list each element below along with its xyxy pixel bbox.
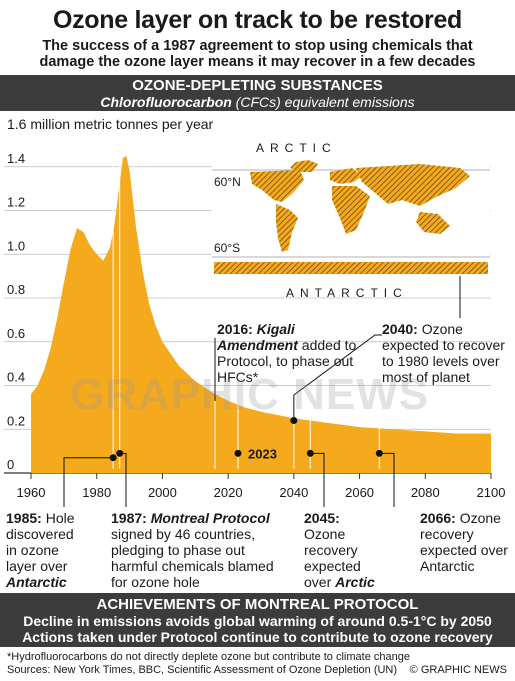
y-tick-label: 0.6: [7, 326, 25, 341]
lat-60n-label: 60°N: [214, 175, 241, 189]
x-tick-label: 1980: [82, 485, 111, 500]
page-subtitle: The success of a 1987 agreement to stop …: [39, 38, 476, 70]
y-axis-label: 1.6 million metric tonnes per year: [7, 116, 214, 132]
event-dot: [116, 449, 124, 457]
y-tick-label: 0.2: [7, 413, 25, 428]
annotation-leaders: [63, 155, 461, 507]
year-label-2023: 2023: [248, 446, 277, 461]
achievement-line-2: Actions taken under Protocol continue to…: [22, 629, 493, 645]
section-header-substances: OZONE-DEPLETING SUBSTANCES Chlorofluoroc…: [0, 75, 515, 111]
event-dot: [109, 454, 117, 462]
annotation-2066: 2066: Ozone recovery expected over Antar…: [420, 510, 512, 574]
continents: [214, 160, 488, 274]
leader-2045: [310, 452, 325, 507]
ann-1987-year: 1987:: [111, 510, 147, 526]
ann-2066-year: 2066:: [420, 510, 456, 526]
event-dot: [306, 449, 314, 457]
event-dot: [375, 449, 383, 457]
event-dot: [290, 417, 298, 424]
leader-2066: [379, 452, 395, 507]
section-header-achievements: ACHIEVEMENTS OF MONTREAL PROTOCOL Declin…: [0, 593, 515, 647]
ann-2040-rest: Ozone expected to recover to 1980 levels…: [382, 321, 505, 385]
ann-2016-rest: added to Protocol, to phase out HFCs*: [217, 337, 357, 385]
annotation-2045: 2045: Ozone recovery expected over Arcti…: [304, 510, 382, 590]
cfc-term: Chlorofluorocarbon: [100, 94, 232, 110]
watermark: GRAPHIC NEWS: [70, 370, 430, 419]
annotation-1987: 1987: Montreal Protocol signed by 46 cou…: [111, 510, 291, 590]
ann-2016-bold: Kigali Amendment: [217, 321, 298, 353]
y-tick-label: 1.4: [7, 151, 25, 166]
achievement-line-1: Decline in emissions avoids global warmi…: [23, 613, 492, 629]
x-tick-label: 2020: [214, 485, 243, 500]
leader-1985: [63, 457, 114, 507]
annotation-2040: 2040: Ozone expected to recover to 1980 …: [382, 321, 508, 385]
world-map: [212, 156, 490, 276]
event-dot: [234, 449, 242, 457]
ann-1985-year: 1985:: [6, 510, 42, 526]
section-subheading: Chlorofluorocarbon (CFCs) equivalent emi…: [0, 94, 515, 110]
cfc-rest: (CFCs) equivalent emissions: [231, 94, 415, 110]
ann-2045-rest: Ozone recovery expected over: [304, 526, 361, 590]
credit: © GRAPHIC NEWS: [409, 664, 507, 676]
y-tick-label: 1.2: [7, 195, 25, 210]
x-tick-label: 2100: [477, 485, 506, 500]
y-tick-labels: 0 0.2 0.4 0.6 0.8 1.0 1.2 1.4: [7, 151, 25, 472]
ann-2040-year: 2040:: [382, 321, 418, 337]
emissions-area: [31, 155, 491, 474]
ann-2016-year: 2016:: [217, 321, 253, 337]
x-tick-label: 1960: [17, 485, 46, 500]
x-tick-label: 2000: [148, 485, 177, 500]
lat-60s-label: 60°S: [214, 241, 241, 255]
leader-2040: [293, 334, 382, 421]
ann-1985-bold: Antarctic: [6, 574, 67, 590]
ann-2066-rest: Ozone recovery expected over Antarctic: [420, 510, 508, 574]
x-tick-label: 2080: [411, 485, 440, 500]
sources: Sources: New York Times, BBC, Scientific…: [7, 664, 398, 676]
section-heading: OZONE-DEPLETING SUBSTANCES: [132, 77, 383, 94]
x-tick-labels: 1960 1980 2000 2020 2040 2060 2080 2100: [17, 485, 506, 500]
ann-1987-rest: signed by 46 countries, pledging to phas…: [111, 526, 274, 590]
annotation-2016: 2016: Kigali Amendment added to Protocol…: [217, 321, 373, 385]
arctic-label: ARCTIC: [256, 141, 337, 155]
antarctic-label: ANTARCTIC: [286, 286, 408, 300]
y-tick-label: 0.8: [7, 282, 25, 297]
ann-1987-bold: Montreal Protocol: [150, 510, 270, 526]
page-title: Ozone layer on track to be restored: [52, 6, 463, 34]
y-tick-label: 0: [7, 457, 14, 472]
annotation-1985: 1985: Hole discovered in ozone layer ove…: [6, 510, 84, 590]
footnote: *Hydrofluorocarbons do not directly depl…: [7, 651, 410, 663]
y-tick-label: 1.0: [7, 238, 25, 253]
ann-2045-bold: Arctic: [335, 574, 375, 590]
ann-2045-year: 2045:: [304, 510, 340, 526]
x-tick-label: 2060: [345, 485, 374, 500]
achievements-heading: ACHIEVEMENTS OF MONTREAL PROTOCOL: [96, 596, 419, 613]
x-tick-label: 2040: [279, 485, 308, 500]
y-tick-label: 0.4: [7, 370, 25, 385]
ann-1985-rest: Hole discovered in ozone layer over: [6, 510, 75, 574]
